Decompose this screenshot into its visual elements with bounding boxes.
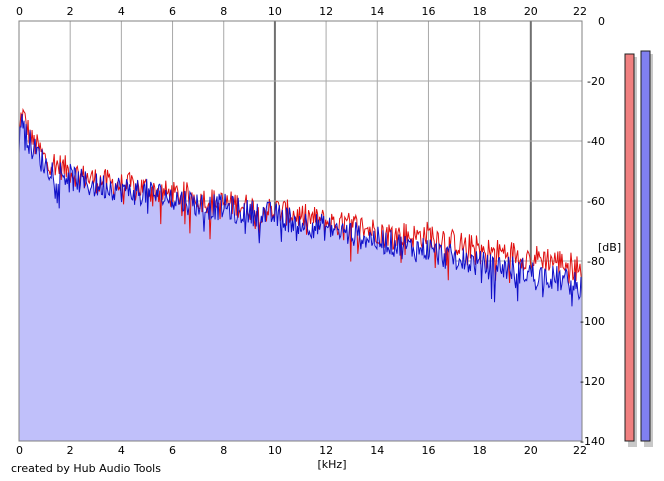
x-tick-label-top: 8: [220, 5, 227, 18]
x-tick-label-bottom: 16: [421, 444, 435, 457]
y-tick-label: -100: [580, 315, 605, 328]
x-tick-label-bottom: 12: [319, 444, 333, 457]
y-tick-label: -40: [587, 135, 605, 148]
level-meters: [624, 50, 653, 447]
plot-border: [18, 20, 583, 442]
y-axis-tick-labels: 0 -20 -40 -60 -80 -100 -120 -140: [580, 15, 605, 448]
x-tick-label-bottom: 2: [67, 444, 74, 457]
x-tick-label-bottom: 8: [220, 444, 227, 457]
x-tick-label-top: 10: [268, 5, 282, 18]
level-meter-bar: [624, 53, 635, 442]
x-tick-label-bottom: 22: [573, 444, 587, 457]
x-tick-label-bottom: 18: [473, 444, 487, 457]
level-meter-bar: [640, 50, 651, 442]
x-tick-label-top: 12: [319, 5, 333, 18]
y-tick-label: -120: [580, 375, 605, 388]
x-tick-label-top: 20: [524, 5, 538, 18]
x-axis-label: [kHz]: [318, 458, 347, 471]
x-axis-bottom-tick-labels: 0 2 4 6 8 10 12 14 16 18 20 22: [16, 444, 587, 457]
x-tick-label-top: 14: [370, 5, 384, 18]
x-tick-label-bottom: 0: [16, 444, 23, 457]
x-axis-top-tick-labels: 0 2 4 6 8 10 12 14 16 18 20 22: [16, 5, 587, 18]
x-tick-label-top: 16: [421, 5, 435, 18]
y-axis-label: [dB]: [598, 241, 621, 254]
x-tick-label-top: 2: [67, 5, 74, 18]
series-line-red: [18, 107, 583, 284]
credit-text: created by Hub Audio Tools: [11, 462, 161, 475]
x-tick-label-bottom: 4: [118, 444, 125, 457]
x-tick-label-top: 0: [16, 5, 23, 18]
x-tick-label-top: 22: [573, 5, 587, 18]
y-tick-label: -60: [587, 195, 605, 208]
x-tick-label-top: 4: [118, 5, 125, 18]
x-tick-label-top: 18: [473, 5, 487, 18]
y-tick-label: -20: [587, 75, 605, 88]
series-line-blue: [18, 114, 583, 307]
y-tick-label: -140: [580, 435, 605, 448]
x-tick-label-bottom: 14: [370, 444, 384, 457]
x-tick-label-bottom: 10: [268, 444, 282, 457]
x-tick-label-bottom: 6: [169, 444, 176, 457]
x-tick-label-bottom: 20: [524, 444, 538, 457]
x-tick-label-top: 6: [169, 5, 176, 18]
y-tick-label: -80: [587, 255, 605, 268]
y-tick-label: 0: [598, 15, 605, 28]
